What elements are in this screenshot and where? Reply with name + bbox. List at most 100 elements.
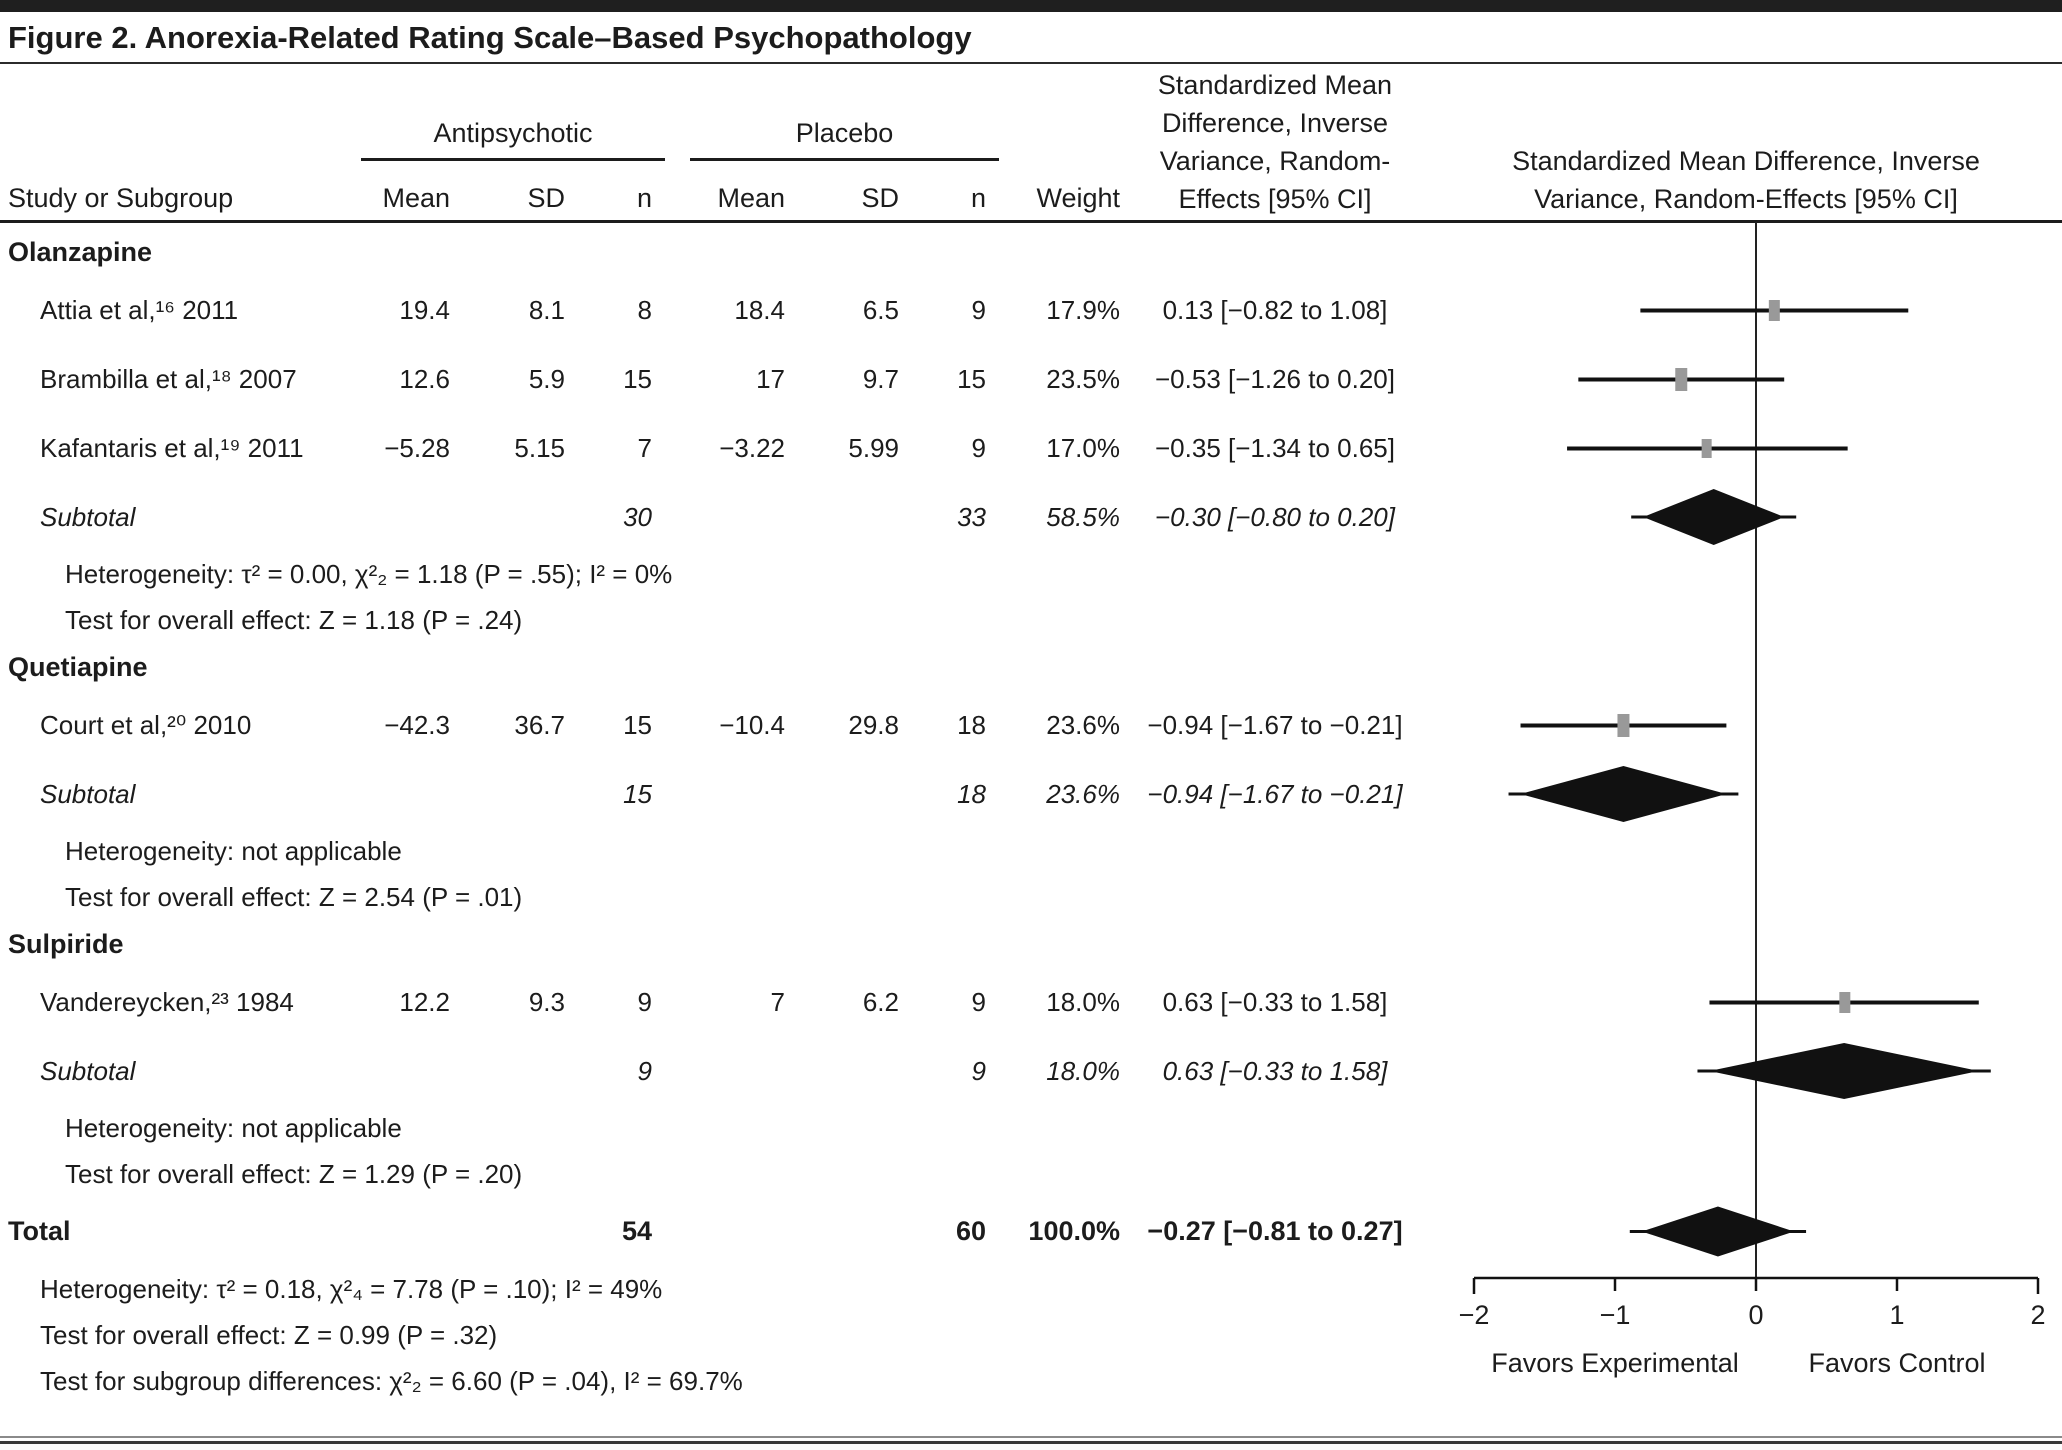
- pl-n: 18: [957, 778, 986, 809]
- ap-n: 54: [621, 1216, 652, 1246]
- ap-sd: 8.1: [528, 295, 565, 325]
- stat-line: Test for overall effect: Z = 2.54 (P = .…: [65, 881, 523, 912]
- section-label: Quetiapine: [8, 651, 148, 682]
- subtotal-row: Subtotal 15 18 23.6% −0.94 [−1.67 to −0.21]: [0, 760, 1430, 828]
- ci-text: −0.35 [−1.34 to 0.65]: [1155, 433, 1395, 463]
- stat-line: Test for overall effect: Z = 1.18 (P = .…: [65, 604, 523, 635]
- ap-n: 7: [637, 433, 652, 463]
- stat-line: Heterogeneity: τ² = 0.00, χ²₂ = 1.18 (P …: [65, 558, 673, 589]
- ci-text: 0.63 [−0.33 to 1.58]: [1162, 1055, 1388, 1086]
- stat-row: Heterogeneity: not applicable: [0, 828, 1430, 874]
- stat-line: Heterogeneity: τ² = 0.18, χ²₄ = 7.78 (P …: [40, 1273, 663, 1304]
- stat-line: Test for overall effect: Z = 1.29 (P = .…: [65, 1158, 523, 1189]
- ci-text: −0.30 [−0.80 to 0.20]: [1155, 501, 1395, 532]
- ap-n: 30: [623, 501, 652, 532]
- stat tstat-row: Heterogeneity: τ² = 0.18, χ²₄ = 7.78 (P …: [0, 1266, 1430, 1312]
- title-rule: [0, 62, 2062, 64]
- pl-n: 9: [971, 987, 986, 1017]
- svg-text:2: 2: [2030, 1300, 2045, 1330]
- col-header-pl-sd: SD: [861, 182, 899, 213]
- study-label: Kafantaris et al,¹⁹ 2011: [40, 433, 304, 463]
- col-header-weight: Weight: [1036, 182, 1120, 213]
- total-label: Total: [8, 1216, 71, 1246]
- weight: 17.9%: [1046, 295, 1120, 325]
- ap-sd: 9.3: [528, 987, 565, 1017]
- pl-n: 60: [955, 1216, 986, 1246]
- ap-mean: −5.28: [384, 433, 450, 463]
- svg-text:Favors Experimental: Favors Experimental: [1491, 1348, 1739, 1378]
- stat-line: Heterogeneity: not applicable: [65, 835, 402, 866]
- col-header-study: Study or Subgroup: [8, 182, 234, 213]
- stat-line: Heterogeneity: not applicable: [65, 1112, 402, 1143]
- ap-n: 15: [623, 710, 652, 740]
- section-row: Sulpiride: [0, 920, 1430, 968]
- weight: 23.5%: [1046, 364, 1120, 394]
- total-row: Total 54 60 100.0% −0.27 [−0.81 to 0.27]: [0, 1197, 1430, 1266]
- ci-text: −0.94 [−1.67 to −0.21]: [1147, 778, 1403, 809]
- weight: 17.0%: [1046, 433, 1120, 463]
- bottom-rule: [0, 1436, 2062, 1438]
- stat tstat-row: Test for overall effect: Z = 0.99 (P = .…: [0, 1312, 1430, 1358]
- ci-text: −0.94 [−1.67 to −0.21]: [1147, 710, 1403, 740]
- pl-mean: 7: [770, 987, 785, 1017]
- stat-line: Test for subgroup differences: χ²₂ = 6.6…: [40, 1365, 743, 1396]
- study-row: Vandereycken,²³ 1984 12.2 9.3 9 7 6.2 9 18.0% 0.…: [0, 968, 1430, 1037]
- study-label: Attia et al,¹⁶ 2011: [40, 295, 239, 325]
- figure-title: Figure 2. Anorexia-Related Rating Scale–…: [8, 20, 972, 55]
- subtotal-label: Subtotal: [40, 778, 136, 809]
- study-label: Brambilla et al,¹⁸ 2007: [40, 364, 297, 394]
- col-header-pl-mean: Mean: [717, 182, 785, 213]
- pl-n: 18: [957, 710, 986, 740]
- subtotal-row: Subtotal 30 33 58.5% −0.30 [−0.80 to 0.20]: [0, 483, 1430, 551]
- svg-text:−1: −1: [1600, 1300, 1631, 1330]
- stat-row: Heterogeneity: τ² = 0.00, χ²₂ = 1.18 (P …: [0, 551, 1430, 597]
- col-header-smd: Standardized Mean Difference, Inverse Va…: [1157, 70, 1393, 214]
- ap-n: 15: [623, 778, 652, 809]
- ap-sd: 5.15: [514, 433, 565, 463]
- ci-text: −0.27 [−0.81 to 0.27]: [1147, 1216, 1403, 1246]
- pl-n: 9: [971, 1055, 986, 1086]
- section-row: Olanzapine: [0, 228, 1430, 276]
- ap-mean: 12.2: [399, 987, 450, 1017]
- ap-sd: 5.9: [528, 364, 565, 394]
- subtotal-row: Subtotal 9 9 18.0% 0.63 [−0.33 to 1.58]: [0, 1037, 1430, 1105]
- pl-n: 9: [971, 295, 986, 325]
- ap-n: 15: [623, 364, 652, 394]
- pl-sd: 5.99: [848, 433, 899, 463]
- header-separator: [0, 220, 2062, 223]
- study-row: Attia et al,¹⁶ 2011 19.4 8.1 8 18.4 6.5 9 17.9%…: [0, 276, 1430, 345]
- pl-sd: 6.5: [862, 295, 899, 325]
- section-label: Sulpiride: [8, 928, 124, 959]
- pl-sd: 9.7: [862, 364, 899, 394]
- ap-n: 9: [637, 1055, 652, 1086]
- svg-text:0: 0: [1748, 1300, 1763, 1330]
- ap-mean: −42.3: [384, 710, 450, 740]
- study-label: Vandereycken,²³ 1984: [40, 987, 294, 1017]
- section-row: Quetiapine: [0, 643, 1430, 691]
- subtotal-label: Subtotal: [40, 1055, 136, 1086]
- pl-sd: 29.8: [848, 710, 899, 740]
- pl-mean: −10.4: [719, 710, 785, 740]
- col-header-ap-sd: SD: [527, 182, 565, 213]
- ap-mean: 12.6: [399, 364, 450, 394]
- ci-text: −0.53 [−1.26 to 0.20]: [1155, 364, 1395, 394]
- weight: 23.6%: [1046, 778, 1120, 809]
- stat tstat-row: Test for subgroup differences: χ²₂ = 6.6…: [0, 1358, 1430, 1404]
- weight: 18.0%: [1046, 987, 1120, 1017]
- col-header-ap-n: n: [636, 182, 652, 213]
- pl-n: 15: [957, 364, 986, 394]
- pl-mean: 17: [756, 364, 785, 394]
- svg-text:−2: −2: [1459, 1300, 1490, 1330]
- bottom-rule: [0, 1441, 2062, 1444]
- ap-n: 9: [637, 987, 652, 1017]
- ci-text: 0.63 [−0.33 to 1.58]: [1162, 987, 1388, 1017]
- weight: 58.5%: [1046, 501, 1120, 532]
- group-underline-placebo: [690, 158, 999, 161]
- ap-sd: 36.7: [514, 710, 565, 740]
- study-row: Kafantaris et al,¹⁹ 2011 −5.28 5.15 7 −3.22 5…: [0, 414, 1430, 483]
- svg-text:Favors Control: Favors Control: [1808, 1348, 1985, 1378]
- pl-mean: 18.4: [734, 295, 785, 325]
- study-row: Brambilla et al,¹⁸ 2007 12.6 5.9 15 17 9.7 15 2…: [0, 345, 1430, 414]
- pl-sd: 6.2: [862, 987, 899, 1017]
